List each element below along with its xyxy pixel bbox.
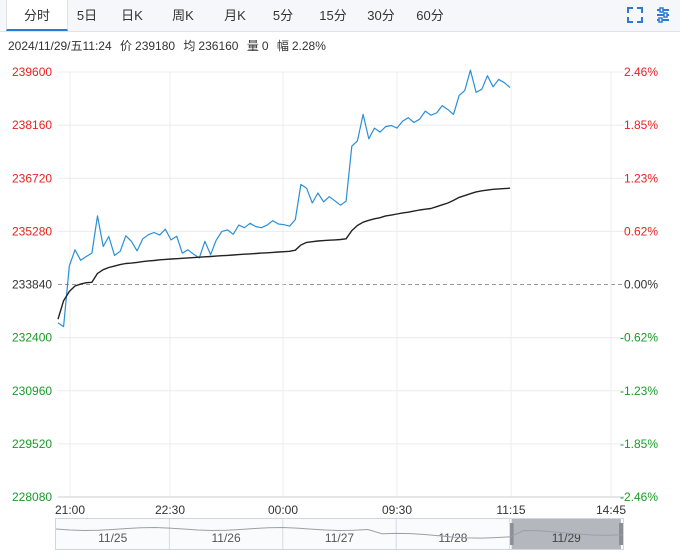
pct-tick-label: -2.46% — [620, 490, 658, 504]
tab-4[interactable]: 月K — [224, 8, 246, 23]
info-price: 239180 — [135, 39, 176, 53]
pct-tick-label: -1.85% — [620, 437, 658, 451]
navigator-date-label: 11/27 — [325, 531, 354, 545]
settings-icon[interactable] — [652, 4, 674, 26]
intraday-chart[interactable]: 239600 2.46% 238160 1.85% 236720 1.23% 235280 0… — [0, 60, 680, 518]
pct-tick-label: 2.46% — [624, 65, 658, 79]
tab-3[interactable]: 周K — [172, 8, 194, 23]
x-tick-label: 14:45 — [596, 503, 626, 517]
navigator-canvas[interactable]: 11/25 11/26 11/27 11/28 11/29 — [55, 519, 624, 549]
info-amp-label: 幅 — [276, 39, 289, 53]
tab-2[interactable]: 日K — [121, 8, 143, 23]
pct-tick-label: -1.23% — [620, 384, 658, 398]
y-tick-label: 228080 — [12, 490, 52, 504]
tab-8[interactable]: 60分 — [416, 8, 444, 23]
info-datetime: 2024/11/29/五11:24 — [8, 39, 112, 53]
y-tick-label: 236720 — [12, 171, 52, 185]
x-tick-label: 00:00 — [268, 503, 298, 517]
y-tick-label: 229520 — [12, 437, 52, 451]
navigator-date-label: 11/25 — [98, 531, 127, 545]
pct-tick-label: -0.62% — [620, 331, 658, 345]
pct-tick-label: 1.23% — [624, 171, 658, 185]
navigator-date-label: 11/28 — [438, 531, 467, 545]
y-tick-label: 239600 — [12, 65, 52, 79]
pct-tick-label: 0.62% — [624, 224, 658, 238]
price-line — [57, 69, 511, 328]
tab-0[interactable]: 分时 — [6, 0, 68, 31]
y-tick-label: 230960 — [12, 384, 52, 398]
fullscreen-icon[interactable] — [624, 4, 646, 26]
pct-tick-label: 0.00% — [624, 278, 658, 292]
period-tab-bar: 分时 5日 日K 周K 月K 5分 15分 30分 60分 — [0, 0, 680, 32]
y-tick-label: 232400 — [12, 331, 52, 345]
tab-5[interactable]: 5分 — [272, 8, 294, 23]
date-navigator[interactable]: 11/25 11/26 11/27 11/28 11/29 — [55, 518, 624, 550]
info-amp: 2.28% — [291, 39, 326, 53]
tab-6[interactable]: 15分 — [319, 8, 347, 23]
x-tick-label: 21:00 — [55, 503, 85, 517]
tab-1[interactable]: 5日 — [76, 8, 98, 23]
tab-7[interactable]: 30分 — [367, 8, 395, 23]
y-tick-label: 235280 — [12, 224, 52, 238]
navigator-date-label: 11/26 — [212, 531, 241, 545]
info-vol: 0 — [261, 39, 269, 53]
navigator-date-label: 11/29 — [552, 531, 581, 545]
x-tick-label: 11:15 — [496, 503, 525, 517]
navigator-selected-range[interactable] — [511, 519, 621, 549]
x-tick-label: 09:30 — [382, 503, 412, 517]
average-line — [57, 187, 511, 320]
navigator-overview-line — [55, 526, 624, 539]
y-tick-label: 238160 — [12, 118, 52, 132]
info-vol-label: 量 — [246, 39, 259, 53]
x-tick-label: 22:30 — [155, 503, 185, 517]
info-avg: 236160 — [198, 39, 239, 53]
pct-tick-label: 1.85% — [624, 118, 658, 132]
info-price-label: 价 — [120, 39, 133, 53]
navigator-handle-right[interactable] — [619, 523, 623, 545]
y-tick-label: 233840 — [12, 278, 52, 292]
navigator-handle-left[interactable] — [509, 523, 514, 545]
info-avg-label: 均 — [183, 39, 196, 53]
